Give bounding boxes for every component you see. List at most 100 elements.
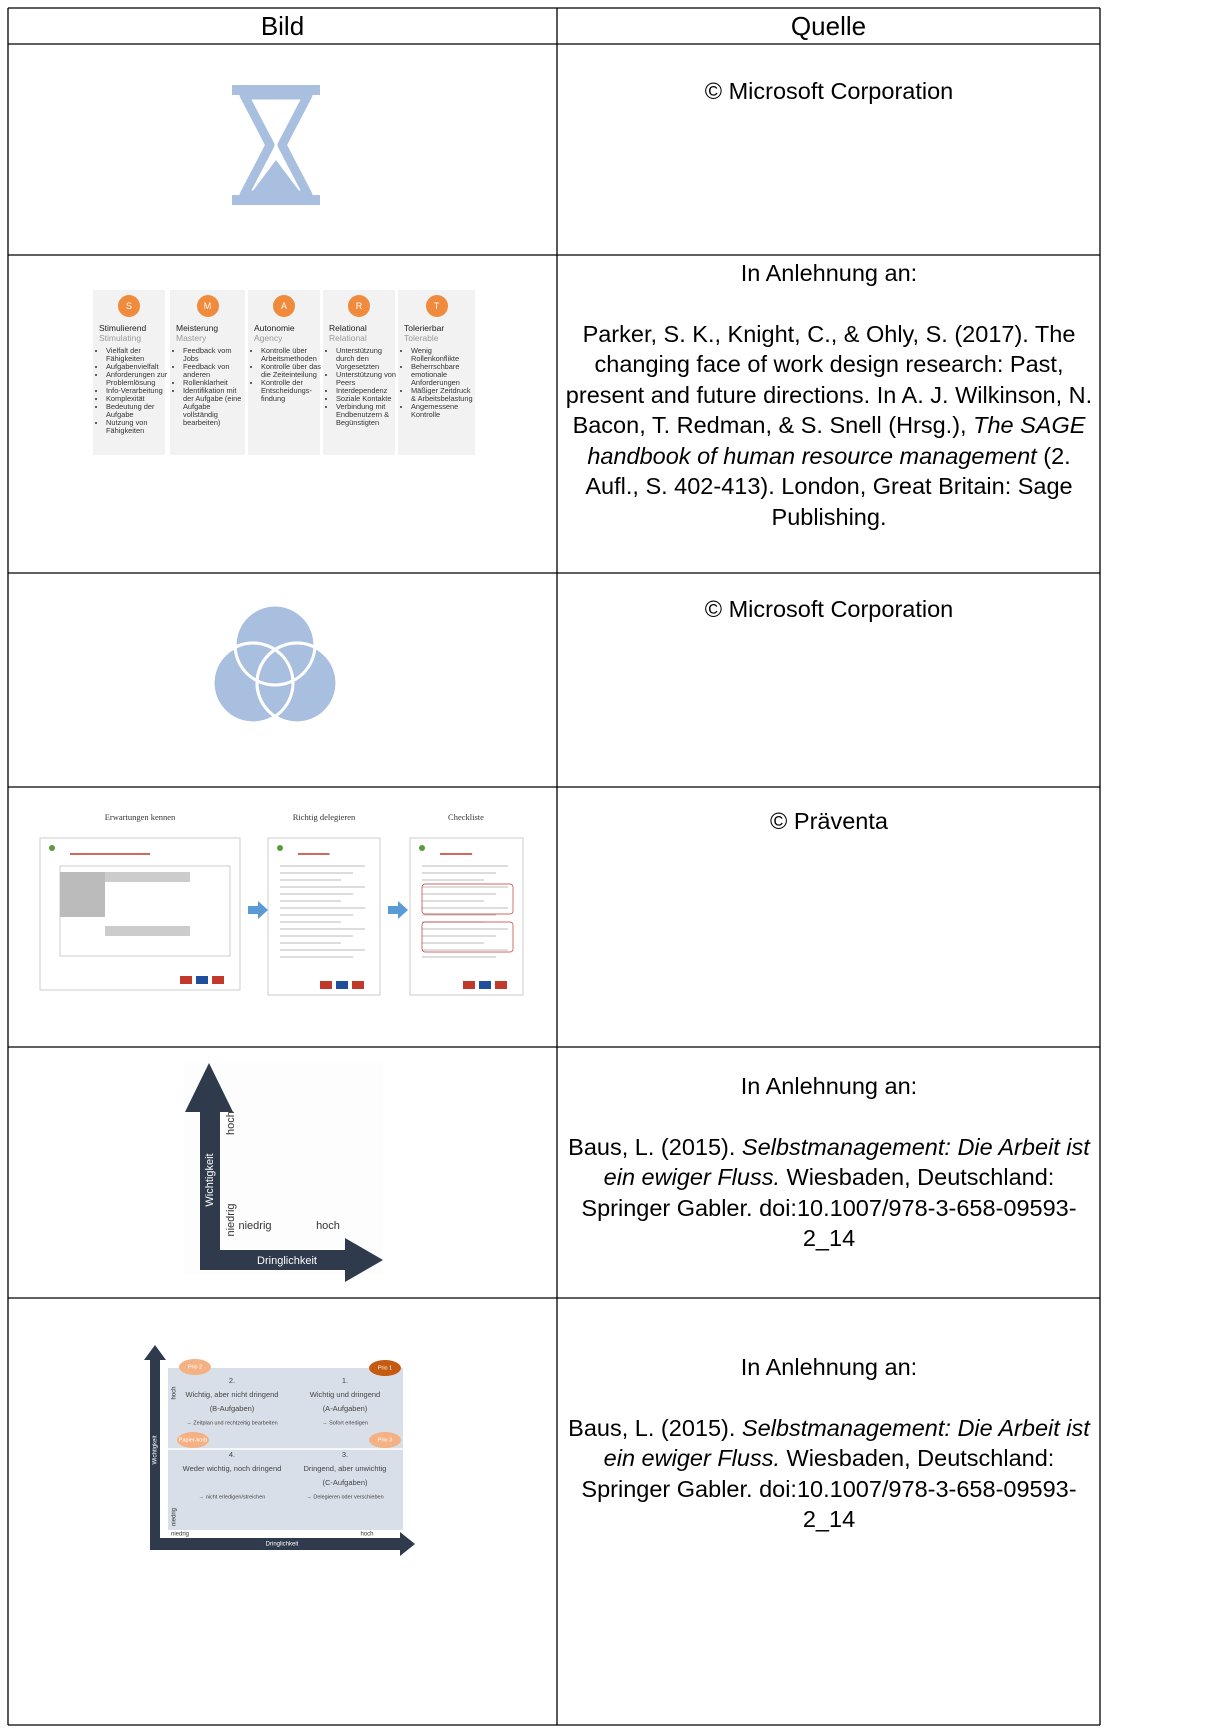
venn-outline [255,641,339,725]
axis-label: hoch [360,1532,373,1538]
citation-part: (2. Aufl., S. 402-413). London, Great Br… [585,442,1073,530]
smart-item: Unterstützung von Peers [336,371,400,387]
quadrant-title: Dringend, aber unwichtig [304,1464,387,1473]
smart-title: Autonomie [254,323,295,333]
doc-logo [277,845,283,851]
smart-item: Bedeutung der Aufgabe [106,403,170,419]
source-cell: In Anlehnung an: Baus, L. (2015). Selbstm… [560,1352,1098,1535]
smart-item: Mäßiger Zeitdruck & Arbeitsbelastung [411,387,475,403]
axis-label: niedrig [171,1532,189,1538]
priority-label: Prio 1 [378,1365,392,1371]
doc-shade [105,872,190,882]
header-cell: Bild [260,11,305,41]
hourglass-top [232,85,320,95]
smart-item: Unterstützung durch den Vorgesetzten [336,347,400,371]
doc-title: Richtig delegieren [293,812,356,822]
citation-part: The SAGE handbook of human resource mana… [587,412,1086,469]
smart-list: Feedback vom JobsFeedback von anderenRol… [176,347,247,427]
source-intro: In Anlehnung an: [740,1354,918,1380]
doc-box [421,883,514,915]
doc-footer-logo [212,976,224,984]
axis-title: Dringlichkeit [257,1255,317,1267]
hourglass-bottom [232,195,320,205]
doc-logo [419,845,425,851]
priority-label: Prio 3 [378,1437,392,1443]
smart-column: AAutonomieAgencyKontrolle über Arbeitsme… [248,290,321,455]
smart-english: Mastery [176,333,207,343]
quadrant-action: → Zeitplan und rechtzeitig bearbeiten [186,1420,277,1426]
quadrant-action: → Delegieren oder verschieben [306,1494,383,1500]
source-text: © Microsoft Corporation [704,78,954,104]
smart-item: Vielfalt der Fähigkeiten [106,347,170,363]
citation-part: Wiesbaden, Deutschland: Springer Gabler.… [581,1445,1077,1532]
source-cell: © Microsoft Corporation [560,76,1098,107]
smart-letter: T [425,295,448,317]
quadrant-title: Wichtig, aber nicht dringend [186,1390,279,1399]
hourglass-sand [252,160,300,192]
quadrant-number: 3. [342,1450,348,1459]
smart-item: Komplexität [106,395,170,403]
smart-item: Identifikation mit der Aufgabe (eine Auf… [183,387,247,427]
quadrant-title: Wichtig und dringend [310,1390,380,1399]
priority-label: Prio 2 [188,1364,202,1370]
citation: Parker, S. K., Knight, C., & Ohly, S. (2… [560,319,1098,533]
doc-thumbnail [409,837,524,996]
doc-footer-logo [180,976,192,984]
axis-label: hoch [316,1220,340,1232]
smart-letter: A [273,295,295,317]
smart-item: Nutzung von Fähigkeiten [106,419,170,435]
smart-item: Soziale Kontakte [336,395,400,403]
smart-item: Aufgabenvielfalt [106,363,170,371]
axis-label: hoch [225,1111,237,1135]
smart-title: Relational [329,323,367,333]
source-text: © Microsoft Corporation [704,596,954,622]
doc-title: Checkliste [448,812,484,822]
doc-arrow [248,901,268,919]
doc-thumbnail [267,837,381,996]
quadrant-number: 2. [229,1376,235,1385]
source-text: © Präventa [770,808,888,834]
source-intro: In Anlehnung an: [740,1073,918,1099]
doc-box [421,921,514,953]
axis-title: Dringlichkeit [266,1542,299,1548]
axis-label: niedrig [225,1203,237,1236]
doc-shade [60,872,105,917]
smart-letter: R [348,295,370,317]
doc-logo [49,845,55,851]
doc-arrow [388,901,408,919]
smart-list: Kontrolle über ArbeitsmethodenKontrolle … [254,347,325,403]
smart-english: Tolerable [404,333,439,343]
axis-title: Wichtigkeit [204,1153,216,1206]
smart-item: Feedback vom Jobs [183,347,247,363]
smart-letter: M [196,295,219,317]
smart-item: Kontrolle über Arbeitsmethoden [261,347,325,363]
quadrant-group: (B-Aufgaben) [210,1404,255,1413]
quadrant-action: → nicht erledigen/streichen [199,1494,266,1500]
citation-part: Selbstmanagement: Die Arbeit ist ein ewi… [603,1414,1090,1472]
smart-item: Feedback von anderen [183,363,247,379]
source-cell: © Microsoft Corporation [560,594,1098,625]
venn-outline [233,603,317,687]
doc-footer-logo [320,981,332,989]
quadrant-title: Weder wichtig, noch dringend [183,1464,282,1473]
smart-english: Stimulating [99,333,142,343]
smart-item: Beherrschbare emotionale Anforderungen [411,363,475,387]
quadrant-group: (A-Aufgaben) [323,1404,368,1413]
priority-badge [177,1432,209,1448]
hourglass-glass [239,90,313,200]
smart-column: RRelationalRelationalUnterstützung durch… [323,290,396,455]
citation: Baus, L. (2015). Selbstmanagement: Die A… [560,1413,1098,1535]
axis-label: niedrig [238,1220,271,1232]
quadrant-group: (C-Aufgaben) [322,1478,368,1487]
quadrant-number: 4. [229,1450,235,1459]
doc-footer-logo [495,981,507,989]
citation-part: Parker, S. K., Knight, C., & Ohly, S. (2… [565,320,1093,439]
citation-part: Selbstmanagement: Die Arbeit ist ein ewi… [603,1133,1090,1191]
smart-item: Anforderungen zur Problemlösung [106,371,170,387]
priority-badge [369,1360,401,1376]
smart-english: Relational [329,333,367,343]
